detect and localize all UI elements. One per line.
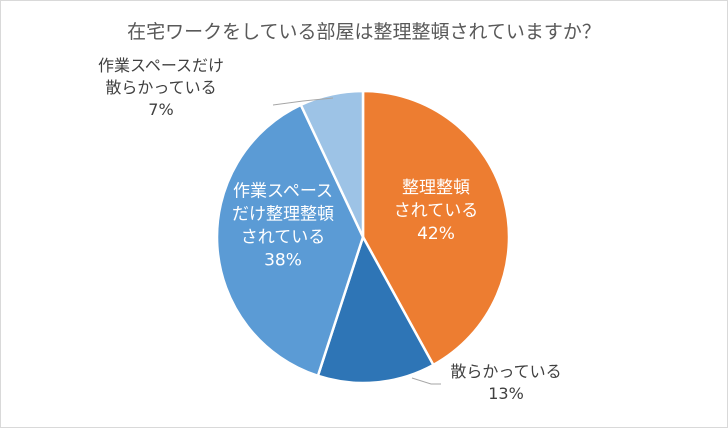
- pie-slice: [361, 89, 511, 367]
- slice-category-label: だけ整理整頓: [232, 205, 334, 225]
- slice-category-label: されている: [394, 201, 479, 221]
- pie-slice: [215, 103, 365, 378]
- slice-category-label: 整理整頓: [402, 178, 470, 198]
- slice-label: 散らかっている 13%: [450, 362, 561, 403]
- slice-value-label: 38%: [264, 251, 302, 271]
- slice-category-label: 作業スペースだけ: [98, 56, 224, 75]
- slice-value-label: 13%: [488, 384, 524, 403]
- leader-line: [411, 377, 441, 385]
- slice-category-label: 散らかっている: [450, 362, 561, 381]
- slice-value-label: 42%: [417, 224, 455, 244]
- chart-title: 在宅ワークをしている部屋は整理整頓されていますか？: [127, 21, 601, 43]
- slice-category-label: されている: [241, 228, 326, 248]
- slice-category-label: 散らかっている: [105, 78, 216, 97]
- slice-value-label: 7%: [148, 100, 173, 119]
- slice-category-label: 作業スペース: [233, 182, 333, 202]
- leader-line: [272, 97, 334, 106]
- pie-slice: [316, 235, 435, 385]
- pie-slice: [299, 89, 365, 239]
